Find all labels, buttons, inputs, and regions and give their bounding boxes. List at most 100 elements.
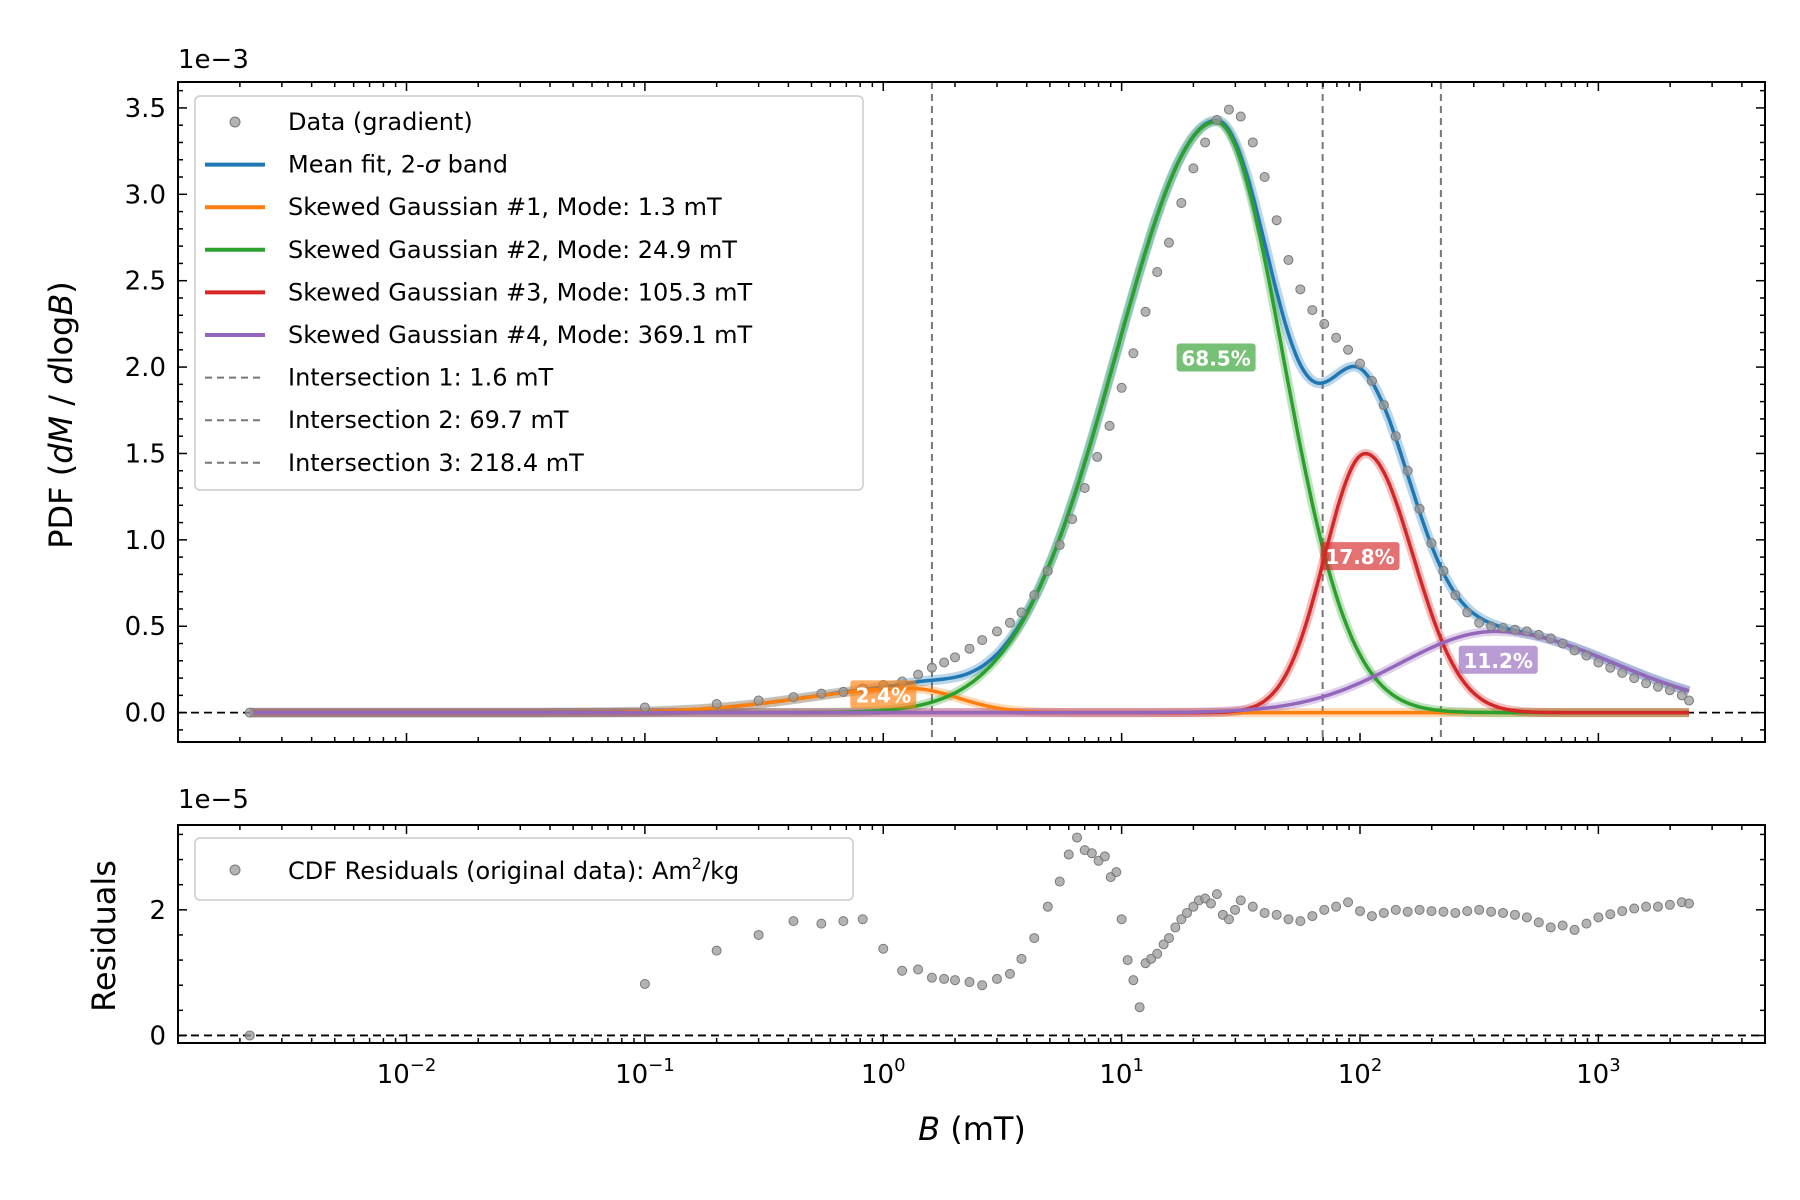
data-point	[1426, 538, 1437, 549]
bottom-legend: CDF Residuals (original data): Am2/kg	[194, 837, 854, 901]
data-point	[1176, 197, 1187, 208]
residual-point	[1617, 906, 1628, 917]
residual-point	[1545, 922, 1556, 933]
residual-point	[1390, 904, 1401, 915]
residual-point	[857, 914, 868, 925]
data-point	[1067, 514, 1078, 525]
x-axis-label: B (mT)	[918, 1110, 1026, 1148]
data-point	[1200, 137, 1211, 148]
residual-point	[1170, 922, 1181, 933]
data-point	[1140, 306, 1151, 317]
residual-point	[1152, 948, 1163, 959]
residual-point	[1176, 914, 1187, 925]
data-point	[1684, 695, 1695, 706]
data-point	[1211, 115, 1222, 126]
bottom-plot-frame	[177, 824, 1766, 1044]
data-point	[1331, 332, 1342, 343]
x-tick-labels: 10−2 10−1 100 101 102 103	[377, 1055, 1621, 1090]
residual-point	[788, 916, 799, 927]
residual-point	[1521, 912, 1532, 923]
fit-curves	[249, 118, 1690, 715]
data-point	[1474, 617, 1485, 628]
data-point	[1016, 607, 1027, 618]
residual-point	[1378, 907, 1389, 918]
residual-point	[1211, 889, 1222, 900]
data-point	[1402, 465, 1413, 476]
percent-badge	[1458, 645, 1538, 674]
residual-point	[1016, 953, 1027, 964]
residual-point	[1111, 867, 1122, 878]
data-point	[1104, 420, 1115, 431]
data-point	[1271, 215, 1282, 226]
residual-point	[1086, 848, 1097, 859]
residual-point	[1181, 907, 1192, 918]
data-point	[1605, 662, 1616, 673]
data-point	[1152, 267, 1163, 278]
residual-point	[1684, 898, 1695, 909]
top-legend: Data (gradient) Mean fit, 2-σ band Skewed …	[194, 95, 864, 491]
y-tick-label: 3.5	[125, 94, 166, 124]
residual-point	[1128, 975, 1139, 986]
legend-label: Data (gradient)	[288, 108, 473, 136]
legend-frame	[194, 95, 864, 491]
data-point	[964, 643, 975, 654]
bottom-y-axis-label: Residuals	[85, 860, 123, 1012]
data-point	[1593, 657, 1604, 668]
data-point	[1355, 358, 1366, 369]
residual-point	[1402, 906, 1413, 917]
data-point	[1092, 451, 1103, 462]
data-point	[1581, 650, 1592, 661]
data-point	[1116, 382, 1127, 393]
residual-point	[964, 977, 975, 988]
residual-point	[1116, 914, 1127, 925]
residual-point	[1029, 933, 1040, 944]
data-point	[1641, 678, 1652, 689]
bottom-y-tick-labels: 02	[149, 896, 166, 1052]
residual-point	[1533, 917, 1544, 928]
residual-point	[1307, 911, 1318, 922]
data-point	[1414, 503, 1425, 514]
legend-label: Skewed Gaussian #2, Mode: 24.9 mT	[288, 236, 737, 264]
residual-point	[1163, 933, 1174, 944]
residual-point	[1063, 849, 1074, 860]
residual-point	[1099, 851, 1110, 862]
data-point	[1557, 638, 1568, 649]
percent-label: 11.2%	[1464, 649, 1533, 673]
data-point	[1223, 104, 1234, 115]
residual-point	[1072, 832, 1083, 843]
top-y-tick-labels: 0.0 0.5 1.0 1.5 2.0 2.5 3.0 3.5	[125, 94, 166, 729]
residual-point	[244, 1030, 255, 1041]
data-point	[1498, 622, 1509, 633]
y-tick-label: 0.0	[125, 699, 166, 729]
residual-point	[1343, 897, 1354, 908]
residual-point	[1158, 939, 1169, 950]
top-axis-ticks	[178, 82, 1766, 742]
x-tick-label: 103	[1576, 1055, 1621, 1090]
residual-point	[1042, 901, 1053, 912]
legend-label-residuals: CDF Residuals (original data): Am2/kg	[288, 854, 739, 885]
data-point	[1259, 172, 1270, 183]
residual-point	[1450, 907, 1461, 918]
data-point	[816, 688, 827, 699]
y-tick-label: 0.5	[125, 612, 166, 642]
residual-point	[1271, 909, 1282, 920]
data-point	[1617, 667, 1628, 678]
percent-label: 2.4%	[856, 683, 911, 707]
legend-label: Intersection 1: 1.6 mT	[288, 364, 554, 392]
data-point	[1307, 305, 1318, 316]
residual-point	[878, 943, 889, 954]
residual-point	[1569, 924, 1580, 935]
residual-point	[1235, 895, 1246, 906]
residual-point	[1581, 918, 1592, 929]
top-plot-frame	[177, 81, 1766, 743]
top-y-axis-label: PDF (dM / dlogB)	[42, 281, 80, 549]
data-point	[991, 626, 1002, 637]
bottom-axis-ticks	[178, 825, 1766, 1043]
data-point	[1188, 163, 1199, 174]
residual-point	[816, 918, 827, 929]
residual-point	[939, 973, 950, 984]
residual-point	[1122, 955, 1133, 966]
residual-points	[244, 832, 1695, 1041]
data-point	[1652, 681, 1663, 692]
x-tick-label: 101	[1099, 1055, 1144, 1090]
